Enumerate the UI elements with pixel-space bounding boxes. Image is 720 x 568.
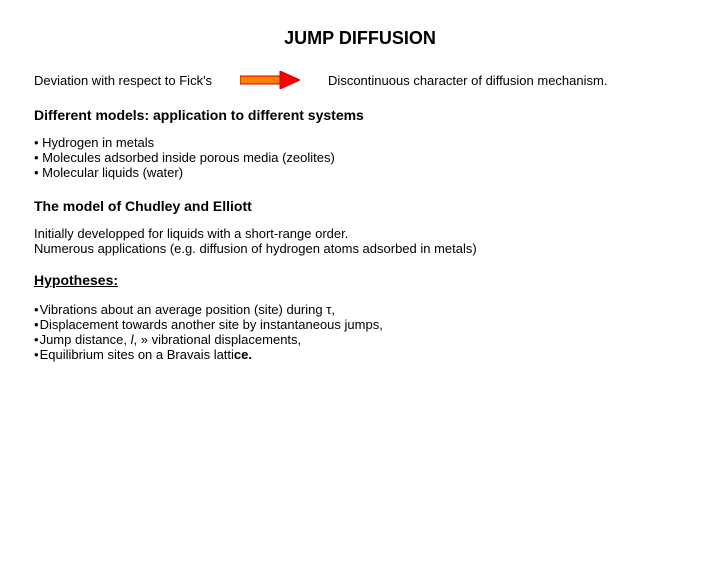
- heading-hypotheses: Hypotheses:: [34, 272, 700, 288]
- hyp-boldend: ce.: [234, 347, 252, 362]
- models-list: Hydrogen in metals Molecules adsorbed in…: [34, 135, 700, 180]
- arrow-icon: [240, 71, 300, 89]
- arrow-head: [280, 71, 300, 89]
- heading-hypotheses-text: Hypotheses:: [34, 272, 118, 288]
- hypotheses-list: Vibrations about an average position (si…: [34, 302, 700, 362]
- title-text: JUMP DIFFUSION: [284, 28, 436, 48]
- hyp-text: Jump distance,: [40, 332, 131, 347]
- list-item: Hydrogen in metals: [34, 135, 700, 150]
- hyp-text: , » vibrational displacements,: [134, 332, 302, 347]
- chudley-line1: Initially developped for liquids with a …: [34, 226, 348, 241]
- list-item: Equilibrium sites on a Bravais lattice.: [34, 347, 700, 362]
- page-title: JUMP DIFFUSION: [0, 28, 720, 49]
- deviation-row: Deviation with respect to Fick's Discont…: [34, 71, 700, 89]
- deviation-right-text: Discontinuous character of diffusion mec…: [328, 73, 607, 88]
- heading-chudley: The model of Chudley and Elliott: [34, 198, 700, 214]
- chudley-paragraph: Initially developped for liquids with a …: [34, 226, 700, 256]
- hyp-text: Vibrations about an average position (si…: [40, 302, 327, 317]
- list-item: Vibrations about an average position (si…: [34, 302, 700, 317]
- content-area: Deviation with respect to Fick's Discont…: [0, 71, 720, 362]
- arrow-shaft: [240, 76, 280, 84]
- deviation-left-text: Deviation with respect to Fick's: [34, 73, 212, 88]
- list-item: Displacement towards another site by ins…: [34, 317, 700, 332]
- heading-chudley-text: The model of Chudley and Elliott: [34, 198, 252, 214]
- hyp-text: Displacement towards another site by ins…: [40, 317, 383, 332]
- hyp-text: ,: [331, 302, 335, 317]
- chudley-line2: Numerous applications (e.g. diffusion of…: [34, 241, 477, 256]
- heading-models: Different models: application to differe…: [34, 107, 700, 123]
- list-item: Jump distance, l, » vibrational displace…: [34, 332, 700, 347]
- heading-models-text: Different models: application to differe…: [34, 107, 364, 123]
- list-item: Molecules adsorbed inside porous media (…: [34, 150, 700, 165]
- hyp-text: Equilibrium sites on a Bravais latti: [40, 347, 234, 362]
- list-item: Molecular liquids (water): [34, 165, 700, 180]
